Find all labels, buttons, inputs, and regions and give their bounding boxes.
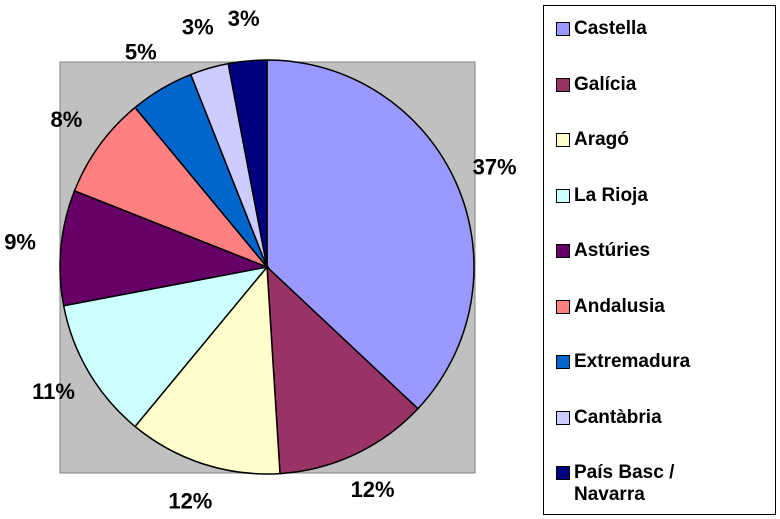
pie-slice: [227, 59, 268, 268]
legend-item: Aragó: [556, 129, 714, 151]
data-label: 8%: [50, 107, 82, 132]
data-label: 3%: [182, 15, 214, 40]
data-label: 5%: [125, 39, 157, 64]
legend-item: Castella: [556, 18, 714, 40]
legend-label: País Basc / Navarra: [574, 462, 675, 505]
data-label: 12%: [168, 489, 212, 514]
legend-swatch: [556, 188, 570, 203]
legend-item: País Basc / Navarra: [556, 462, 714, 506]
legend-label: Galícia: [574, 73, 637, 95]
data-label: 37%: [473, 154, 517, 179]
legend-label: Castella: [574, 18, 647, 39]
legend-item: La Rioja: [556, 185, 714, 207]
legend: Castella Galícia Aragó La Rioja Astúries Anda…: [543, 5, 776, 515]
legend-label: Astúries: [574, 240, 651, 261]
legend-item: Astúries: [556, 240, 714, 262]
legend-swatch: [556, 22, 570, 36]
pie-slice: [62, 265, 269, 428]
pie-chart: 37% 12% 12% 11% 9% 8% 5% 3% 3%: [4, 6, 517, 514]
legend-item: Extremadura: [556, 351, 714, 373]
legend-label: La Rioja: [574, 184, 648, 206]
legend-item: Cantàbria: [556, 407, 714, 429]
pie-slice: [59, 189, 270, 307]
legend-swatch: [556, 410, 570, 425]
legend-item: Andalusia: [556, 296, 714, 318]
legend-swatch: [556, 355, 570, 369]
legend-swatch: [556, 77, 570, 92]
pie-slice: [266, 59, 475, 410]
data-label: 11%: [32, 379, 75, 404]
data-label: 3%: [228, 6, 260, 31]
data-label: 12%: [351, 477, 395, 502]
legend-label: Andalusia: [574, 295, 665, 317]
data-label: 9%: [4, 229, 36, 254]
legend-label: Extremadura: [574, 351, 691, 372]
pie-slice: [266, 265, 419, 475]
legend-swatch: [556, 244, 570, 258]
legend-label: Aragó: [574, 129, 629, 150]
legend-label: Cantàbria: [574, 406, 662, 428]
legend-item: Galícia: [556, 74, 714, 96]
legend-swatch: [556, 299, 570, 314]
pie-slice: [133, 265, 281, 475]
legend-swatch: [556, 466, 570, 480]
legend-swatch: [556, 133, 570, 147]
pie-slice: [73, 106, 268, 268]
